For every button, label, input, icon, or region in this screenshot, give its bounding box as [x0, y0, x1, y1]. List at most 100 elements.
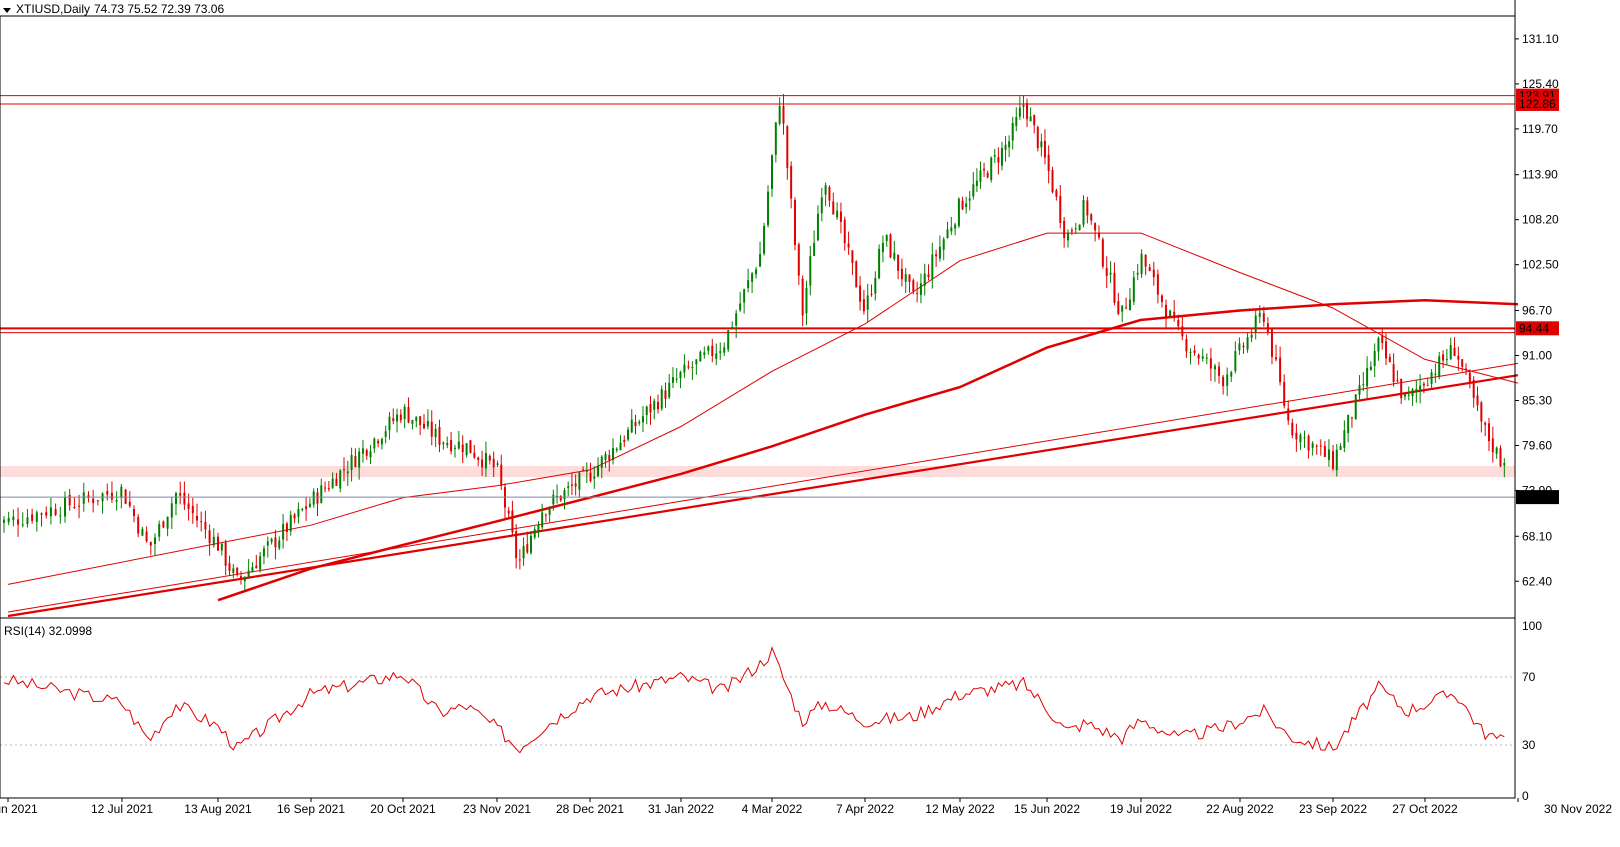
- candle-body: [893, 252, 896, 259]
- candle-body: [1043, 140, 1046, 158]
- candle-body: [1335, 449, 1338, 471]
- candle-body: [1094, 223, 1097, 231]
- candle-body: [634, 422, 637, 427]
- candle-body: [600, 456, 603, 468]
- candle-body: [96, 500, 99, 502]
- candle-body: [149, 541, 152, 546]
- candle-body: [1101, 239, 1104, 267]
- candle-body: [308, 503, 311, 507]
- candle-body: [544, 514, 547, 516]
- candle-body: [236, 567, 239, 575]
- candle-body: [204, 521, 207, 530]
- candle-body: [938, 246, 941, 259]
- collapse-triangle-icon[interactable]: [3, 8, 11, 13]
- trendlines: [7, 362, 1519, 618]
- candle-body: [110, 492, 113, 500]
- candle-body: [1074, 228, 1077, 230]
- candle-body: [158, 523, 161, 537]
- candle-body: [1218, 366, 1221, 376]
- candle-body: [931, 254, 934, 279]
- candle-body: [1090, 214, 1093, 221]
- candle-body: [1205, 357, 1208, 359]
- candle-body: [1193, 350, 1196, 353]
- candle-body: [1086, 200, 1089, 216]
- candle-body: [851, 250, 854, 264]
- candle-body: [1400, 378, 1403, 399]
- candle-body: [656, 401, 659, 410]
- price-label-box: [1516, 490, 1559, 505]
- candle-body: [1307, 435, 1310, 451]
- candle-body: [358, 451, 361, 468]
- candle-body: [972, 184, 975, 197]
- candle-body: [1377, 337, 1380, 352]
- candle-body: [1036, 127, 1039, 149]
- candle-body: [1258, 312, 1261, 317]
- candle-body: [889, 234, 892, 258]
- candle-body: [567, 486, 570, 488]
- candle-body: [608, 455, 611, 461]
- candle-body: [1468, 372, 1471, 383]
- candle-body: [346, 471, 349, 474]
- candle-body: [1279, 357, 1282, 383]
- candle-body: [1262, 313, 1265, 322]
- candle-body: [881, 242, 884, 253]
- time-tick-label: 28 Dec 2021: [556, 802, 624, 816]
- candle-body: [324, 487, 327, 489]
- candle-body: [1299, 434, 1302, 443]
- candle-body: [585, 470, 588, 472]
- candle-body: [1238, 343, 1241, 351]
- candle-body: [997, 157, 1000, 163]
- candle-body: [141, 528, 144, 536]
- candle-body: [957, 198, 960, 226]
- candle-body: [641, 416, 644, 423]
- candle-body: [1254, 315, 1257, 333]
- candle-body: [415, 416, 418, 422]
- candle-body: [747, 280, 750, 288]
- candle-body: [1140, 253, 1143, 275]
- candle-body: [968, 198, 971, 201]
- candle-body: [1105, 267, 1108, 276]
- candle-body: [31, 514, 34, 521]
- candle-body: [805, 287, 808, 314]
- candle-body: [847, 243, 850, 248]
- time-tick-label: 19 Jul 2022: [1110, 802, 1172, 816]
- candle-body: [1136, 272, 1139, 275]
- candle-body: [217, 536, 219, 551]
- candle-body: [755, 269, 758, 275]
- candle-body: [78, 505, 81, 507]
- zone-band: [0, 466, 1515, 478]
- candle-body: [824, 185, 827, 195]
- candle-body: [668, 382, 671, 398]
- candle-body: [859, 285, 862, 302]
- candle-body: [1499, 448, 1502, 467]
- price-tick-label: 85.30: [1522, 393, 1552, 407]
- candle-body: [68, 494, 71, 506]
- candle-body: [49, 507, 52, 517]
- candle-body: [813, 242, 816, 257]
- candle-body: [1113, 272, 1116, 303]
- candle-body: [305, 506, 308, 510]
- candle-body: [1033, 114, 1036, 126]
- candle-body: [442, 442, 445, 444]
- candle-body: [316, 492, 319, 504]
- candle-body: [711, 345, 714, 357]
- candle-body: [1173, 311, 1176, 317]
- candle-body: [54, 509, 57, 515]
- candle-body: [481, 459, 484, 468]
- candle-body: [1148, 267, 1151, 271]
- candle-body: [1388, 356, 1391, 363]
- price-tick-label: 96.70: [1522, 303, 1552, 317]
- candle-body: [1165, 304, 1168, 319]
- candle-body: [369, 451, 372, 458]
- price-tick-label: 131.10: [1522, 32, 1559, 46]
- candle-body: [619, 442, 622, 451]
- candle-body: [1465, 368, 1468, 370]
- price-label-text: 94.44: [1519, 321, 1549, 335]
- candle-body: [477, 457, 480, 460]
- candle-body: [679, 371, 682, 379]
- candle-body: [137, 517, 140, 534]
- candle-body: [26, 517, 29, 525]
- candle-body: [836, 210, 839, 218]
- moving-average-thin: [7, 232, 1519, 585]
